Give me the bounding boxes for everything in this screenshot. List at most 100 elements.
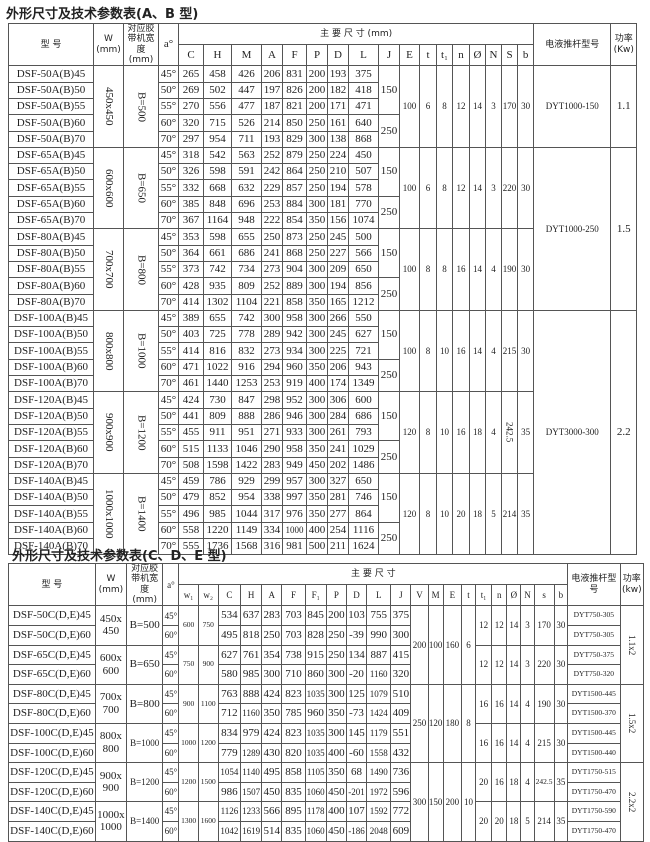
value-cell: 1000	[282, 521, 307, 539]
j-cell: 150	[378, 309, 400, 360]
value-cell: 350	[306, 440, 328, 458]
value-cell: 316	[261, 537, 283, 556]
table-row: DSF-100C(D,E)45 800x 800 B=1000 45° 1000 1200…	[8, 722, 644, 764]
value-cell: 60°	[158, 440, 179, 458]
value-cell: 526	[231, 114, 262, 132]
phi-cell: 14	[469, 146, 486, 230]
b-cell: 30	[516, 228, 535, 311]
value-cell: 857	[282, 179, 307, 197]
j-cell: 150	[378, 228, 400, 279]
value-cell: 221	[261, 293, 283, 311]
value-cell: 734	[231, 260, 262, 279]
value-cell: 300	[306, 130, 328, 148]
value-cell: 250	[306, 163, 328, 181]
value-cell: 933	[282, 423, 307, 442]
value-cell: 864	[282, 163, 307, 181]
value-cell: 300	[306, 260, 328, 279]
value-cell: 55°	[158, 97, 179, 116]
header-col: F₁	[304, 584, 327, 607]
table-row: DSF-140A(B)50 50° 479 852 954 338 997 350 281 746	[8, 489, 637, 507]
b-cell: 30	[553, 683, 569, 724]
w1-cell: 600	[178, 605, 199, 646]
t1-cell: 10	[436, 309, 453, 393]
value-cell: 414	[178, 342, 204, 360]
value-cell: 864	[348, 505, 379, 523]
j-cell: 150	[378, 391, 400, 442]
value-cell: 350	[306, 358, 328, 377]
pusher-model-cell: DYT1000-250	[533, 146, 612, 311]
value-cell: 250	[306, 179, 328, 197]
power-cell: 1.1	[610, 65, 638, 148]
w1-cell: 1000	[178, 722, 199, 764]
value-cell: 350	[306, 489, 328, 507]
value-cell: 45°	[158, 309, 179, 328]
table-row: DSF-50A(B)55 55° 270 556 477 187 821 200 171 471	[8, 97, 637, 116]
value-cell: 609	[390, 820, 412, 842]
value-cell: 250	[306, 146, 328, 165]
value-cell: 250	[261, 624, 283, 646]
e-cell: 100	[399, 309, 420, 393]
value-cell: 400	[306, 521, 328, 539]
model-cell: DSF-100C(D,E)60	[8, 742, 96, 764]
header-col: n	[491, 584, 508, 607]
value-cell: 471	[348, 97, 379, 116]
value-cell: 300	[261, 309, 283, 328]
value-cell: 730	[203, 391, 232, 409]
n-cell: 12	[491, 605, 508, 646]
model-cell: DSF-100A(B)50	[8, 326, 94, 344]
table-row: DSF-120A(B)60 60° 515 1133 1046 290 958 350 241 1…	[8, 440, 637, 474]
pusher-model-cell: DYT1000-150	[533, 65, 612, 148]
header-col: t₁	[475, 584, 493, 607]
value-cell: 500	[306, 537, 328, 556]
value-cell: 1133	[203, 440, 232, 458]
value-cell: 558	[178, 521, 204, 539]
value-cell: 334	[261, 521, 283, 539]
value-cell: 831	[282, 65, 307, 83]
n-cell: 20	[452, 472, 470, 556]
table-row: DSF-80A(B)60 60° 428 935 809 252 889 300 194 856 2…	[8, 277, 637, 311]
value-cell: 1490	[366, 762, 392, 783]
value-cell: 174	[327, 375, 349, 393]
value-cell: 450	[306, 456, 328, 474]
b-cell: 30	[553, 722, 569, 764]
header-col: w₂	[197, 584, 219, 607]
value-cell: 479	[178, 489, 204, 507]
value-cell: 809	[231, 277, 262, 295]
value-cell: 389	[178, 309, 204, 328]
value-cell: 1486	[348, 456, 379, 474]
value-cell: 500	[348, 228, 379, 246]
e-cell: 200	[442, 762, 462, 842]
t1-cell: 16	[475, 683, 493, 724]
model-cell: DSF-50A(B)70	[8, 130, 94, 148]
model-cell: DSF-120A(B)45	[8, 391, 94, 409]
value-cell: 273	[261, 342, 283, 360]
table-row: DSF-120C(D,E)45 900x 900 B=1200 45° 1200 1500…	[8, 762, 645, 842]
value-cell: 283	[261, 605, 283, 626]
pusher-model-cell: DYT1750-470	[567, 820, 621, 842]
value-cell: 1060	[304, 781, 327, 803]
header-col: Ø	[506, 584, 522, 607]
model-cell: DSF-120C(D,E)60	[8, 781, 96, 803]
value-cell: 943	[348, 358, 379, 377]
header-col: n	[452, 44, 470, 67]
value-cell: 1212	[348, 293, 379, 311]
value-cell: 979	[239, 722, 263, 744]
b-cell: 35	[553, 801, 569, 842]
value-cell: 447	[231, 81, 262, 99]
pusher-model-cell: DYT750-320	[567, 664, 621, 685]
value-cell: 856	[348, 277, 379, 295]
value-cell: 1624	[348, 537, 379, 556]
model-cell: DSF-120A(B)50	[8, 407, 94, 425]
value-cell: 566	[261, 801, 283, 822]
power-cell: 1.5	[610, 146, 638, 311]
t1-cell: 10	[436, 391, 453, 474]
w1-cell: 900	[178, 683, 199, 724]
value-cell: 854	[282, 212, 307, 230]
value-cell: 253	[261, 375, 283, 393]
value-cell: 441	[178, 407, 204, 425]
s-cell: 190	[533, 683, 555, 724]
value-cell: 916	[231, 358, 262, 377]
value-cell: 960	[282, 358, 307, 377]
pusher-model-cell: DYT750-305	[567, 624, 621, 646]
